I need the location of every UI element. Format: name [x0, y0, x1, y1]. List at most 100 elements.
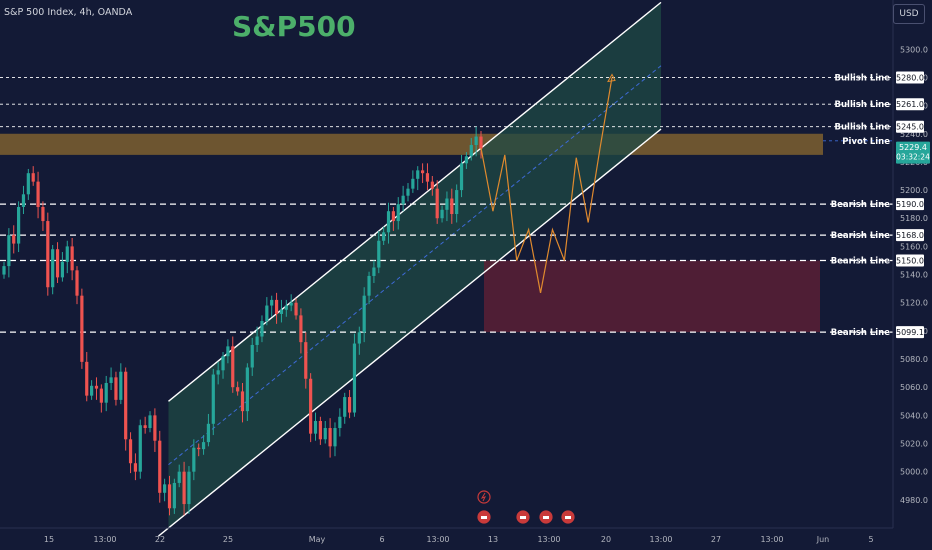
x-tick-label: 13:00: [537, 535, 560, 544]
candle: [138, 419, 142, 479]
candle: [347, 390, 352, 419]
channel-median-line: [168, 65, 662, 466]
price-line-label: Bullish Line: [835, 73, 891, 83]
candle: [187, 466, 191, 514]
candle: [284, 299, 288, 317]
candle: [65, 240, 69, 274]
candle: [479, 130, 483, 159]
candle: [265, 297, 269, 326]
candle: [31, 166, 35, 186]
candle: [211, 368, 215, 436]
candle: [304, 332, 308, 389]
x-tick-label: 25: [223, 535, 233, 544]
price-line-label: Bearish Line: [831, 231, 891, 241]
x-tick-label: 13:00: [649, 535, 672, 544]
flag-stripe: [520, 516, 526, 519]
price-line-label: Pivot Line: [842, 137, 890, 147]
price-line-value: 5099.1: [896, 328, 924, 337]
price-line-value: 5190.0: [896, 200, 924, 209]
candle: [343, 392, 347, 424]
countdown-value: 03:32:24: [896, 153, 930, 162]
candle: [94, 377, 99, 400]
candle: [318, 416, 322, 445]
candle: [391, 206, 395, 231]
candle: [17, 201, 21, 253]
candle: [260, 315, 264, 343]
x-tick-label: 13:00: [93, 535, 116, 544]
candle: [372, 260, 376, 284]
last-price-value: 5229.4: [899, 143, 927, 152]
candle: [270, 295, 274, 317]
y-tick-label: 5180.0: [900, 214, 928, 223]
x-tick-label: 27: [711, 535, 721, 544]
candle: [133, 453, 138, 481]
currency-button[interactable]: USD: [893, 4, 925, 24]
candle: [382, 226, 386, 245]
candle: [430, 176, 434, 196]
price-line-box: [896, 71, 924, 84]
candle: [406, 183, 410, 202]
candle: [197, 443, 201, 457]
candle: [21, 185, 26, 215]
candle: [236, 381, 240, 396]
candle: [163, 478, 167, 502]
x-tick-label: 6: [379, 535, 384, 544]
y-tick-label: 5300.0: [900, 45, 928, 54]
candle: [26, 168, 30, 200]
candle: [420, 163, 425, 184]
candle: [425, 163, 430, 191]
candle: [338, 408, 342, 437]
price-line-value: 5150.0: [896, 256, 924, 265]
candle: [172, 478, 176, 514]
price-axis: [893, 0, 932, 550]
candle: [386, 202, 391, 244]
candle: [153, 408, 157, 452]
candle: [2, 261, 6, 279]
bolt-glyph: [480, 492, 486, 502]
candle: [85, 352, 89, 402]
price-line-label: Bearish Line: [831, 328, 891, 338]
price-line-box: [896, 229, 924, 242]
candle: [401, 185, 405, 212]
price-line-value: 5245.0: [896, 123, 924, 132]
price-line-box: [896, 198, 924, 211]
candle: [158, 430, 162, 503]
candle: [274, 292, 279, 324]
candle: [445, 191, 449, 222]
candle: [7, 228, 11, 278]
channel-upper-line: [168, 1, 662, 402]
candle: [435, 180, 439, 224]
candle: [279, 299, 284, 323]
candle: [128, 432, 133, 474]
candle: [60, 252, 65, 282]
candle: [352, 333, 357, 417]
candle: [455, 184, 459, 223]
x-tick-label: 22: [155, 535, 165, 544]
candle: [119, 363, 123, 405]
candle: [328, 418, 332, 458]
candle: [148, 411, 152, 433]
candle: [459, 154, 464, 198]
price-line-label: Bearish Line: [831, 256, 891, 266]
candle: [255, 326, 259, 352]
y-tick-label: 5040.0: [900, 411, 928, 420]
x-tick-label: 15: [44, 535, 54, 544]
candle: [216, 361, 220, 385]
candle: [250, 337, 254, 376]
flag-stripe: [481, 516, 487, 519]
y-tick-label: 5160.0: [900, 242, 928, 251]
y-tick-label: 5140.0: [900, 271, 928, 280]
projection-arrow-icon: [607, 73, 616, 83]
candle: [411, 170, 415, 193]
symbol-label: S&P 500 Index, 4h, OANDA: [4, 7, 133, 18]
candle: [299, 308, 303, 354]
candle: [182, 461, 186, 516]
price-line-label: Bearish Line: [831, 200, 891, 210]
last-price-box: [896, 141, 930, 164]
pivot-zone: [0, 133, 823, 155]
candle: [323, 420, 327, 444]
candle: [396, 197, 400, 230]
price-line-label: Bullish Line: [835, 100, 891, 110]
candle: [231, 336, 235, 393]
